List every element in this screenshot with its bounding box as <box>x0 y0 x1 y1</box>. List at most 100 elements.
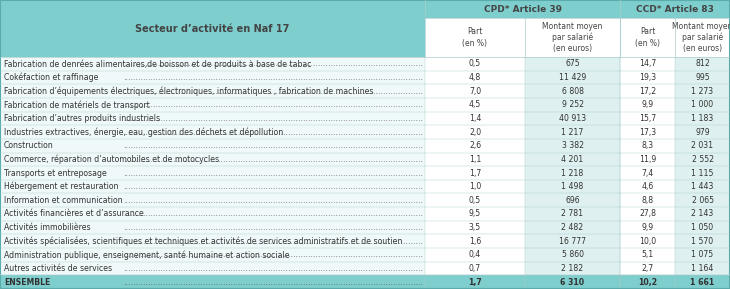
Bar <box>425 57 525 71</box>
Bar <box>675 193 730 207</box>
Text: Cokéfaction et raffinage: Cokéfaction et raffinage <box>4 73 99 82</box>
Bar <box>0 193 425 207</box>
Text: 1,1: 1,1 <box>469 155 481 164</box>
Text: 1 075: 1 075 <box>691 250 713 260</box>
Bar <box>620 234 675 248</box>
Text: 1 000: 1 000 <box>691 100 713 109</box>
Text: 2 143: 2 143 <box>691 210 714 218</box>
Text: 8,8: 8,8 <box>642 196 653 205</box>
Bar <box>675 153 730 166</box>
Text: ................................................................................: ........................................… <box>123 182 423 191</box>
Text: 696: 696 <box>565 196 580 205</box>
Bar <box>675 112 730 125</box>
Text: 0,4: 0,4 <box>469 250 481 260</box>
Bar <box>0 125 425 139</box>
Text: 675: 675 <box>565 59 580 68</box>
Bar <box>675 248 730 262</box>
Text: 9,9: 9,9 <box>642 223 653 232</box>
Bar <box>0 166 425 180</box>
Text: 2 182: 2 182 <box>561 264 583 273</box>
Text: 1,4: 1,4 <box>469 114 481 123</box>
Bar <box>0 112 425 125</box>
Bar <box>620 166 675 180</box>
Bar <box>675 221 730 234</box>
Bar <box>620 57 675 71</box>
Text: 1,6: 1,6 <box>469 237 481 246</box>
Text: ................................................................................: ........................................… <box>123 141 423 150</box>
Bar <box>675 166 730 180</box>
Bar <box>425 139 525 153</box>
Bar <box>675 139 730 153</box>
Text: 1 661: 1 661 <box>691 278 715 287</box>
Bar <box>620 98 675 112</box>
Text: 979: 979 <box>695 127 710 137</box>
Text: 9,9: 9,9 <box>642 100 653 109</box>
Text: ................................................................................: ........................................… <box>123 250 423 260</box>
Text: ................................................................................: ........................................… <box>123 237 423 246</box>
Text: Montant moyen
par salarié
(en euros): Montant moyen par salarié (en euros) <box>672 22 730 53</box>
Bar <box>425 112 525 125</box>
Bar <box>620 125 675 139</box>
Text: 6 310: 6 310 <box>561 278 585 287</box>
Bar <box>0 139 425 153</box>
Text: 1 498: 1 498 <box>561 182 583 191</box>
Bar <box>620 71 675 84</box>
Bar <box>675 207 730 221</box>
Bar <box>525 221 620 234</box>
Bar <box>525 207 620 221</box>
Text: 1,7: 1,7 <box>468 278 482 287</box>
Text: Hébergement et restauration: Hébergement et restauration <box>4 182 118 191</box>
Bar <box>675 125 730 139</box>
Bar <box>0 262 425 275</box>
Text: 1 218: 1 218 <box>561 168 583 177</box>
Text: ENSEMBLE: ENSEMBLE <box>4 278 50 287</box>
Bar <box>620 193 675 207</box>
Text: 7,4: 7,4 <box>642 168 653 177</box>
Text: ................................................................................: ........................................… <box>123 168 423 177</box>
Bar <box>620 248 675 262</box>
Bar <box>425 180 525 193</box>
Text: 7,0: 7,0 <box>469 87 481 96</box>
Text: CPD* Article 39: CPD* Article 39 <box>483 5 561 14</box>
Text: 2 065: 2 065 <box>691 196 713 205</box>
Text: 2 482: 2 482 <box>561 223 583 232</box>
Bar <box>0 153 425 166</box>
Text: 27,8: 27,8 <box>639 210 656 218</box>
Bar <box>0 57 425 71</box>
Text: 4,6: 4,6 <box>642 182 653 191</box>
Text: 1 115: 1 115 <box>691 168 714 177</box>
Bar <box>675 84 730 98</box>
Bar <box>620 112 675 125</box>
Bar <box>675 71 730 84</box>
Bar <box>620 262 675 275</box>
Bar <box>425 125 525 139</box>
Bar <box>0 98 425 112</box>
Text: 4,5: 4,5 <box>469 100 481 109</box>
Text: CCD* Article 83: CCD* Article 83 <box>636 5 714 14</box>
Text: ................................................................................: ........................................… <box>123 100 423 109</box>
Bar <box>425 193 525 207</box>
Text: 1 217: 1 217 <box>561 127 583 137</box>
Bar <box>0 84 425 98</box>
Text: 5,1: 5,1 <box>642 250 653 260</box>
Text: 2,7: 2,7 <box>642 264 653 273</box>
Bar <box>525 180 620 193</box>
Bar <box>525 71 620 84</box>
Bar <box>525 193 620 207</box>
Bar <box>675 57 730 71</box>
Text: ................................................................................: ........................................… <box>123 59 423 68</box>
Text: 4,8: 4,8 <box>469 73 481 82</box>
Bar <box>620 180 675 193</box>
Bar <box>525 125 620 139</box>
Bar <box>620 18 730 57</box>
Bar <box>525 112 620 125</box>
Text: 1,7: 1,7 <box>469 168 481 177</box>
Text: 10,2: 10,2 <box>638 278 657 287</box>
Bar <box>425 221 525 234</box>
Text: Part
(en %): Part (en %) <box>463 27 488 48</box>
Text: 2,0: 2,0 <box>469 127 481 137</box>
Bar <box>525 248 620 262</box>
Text: 11,9: 11,9 <box>639 155 656 164</box>
Text: Administration publique, enseignement, santé humaine et action sociale: Administration publique, enseignement, s… <box>4 250 290 260</box>
Bar <box>0 234 425 248</box>
